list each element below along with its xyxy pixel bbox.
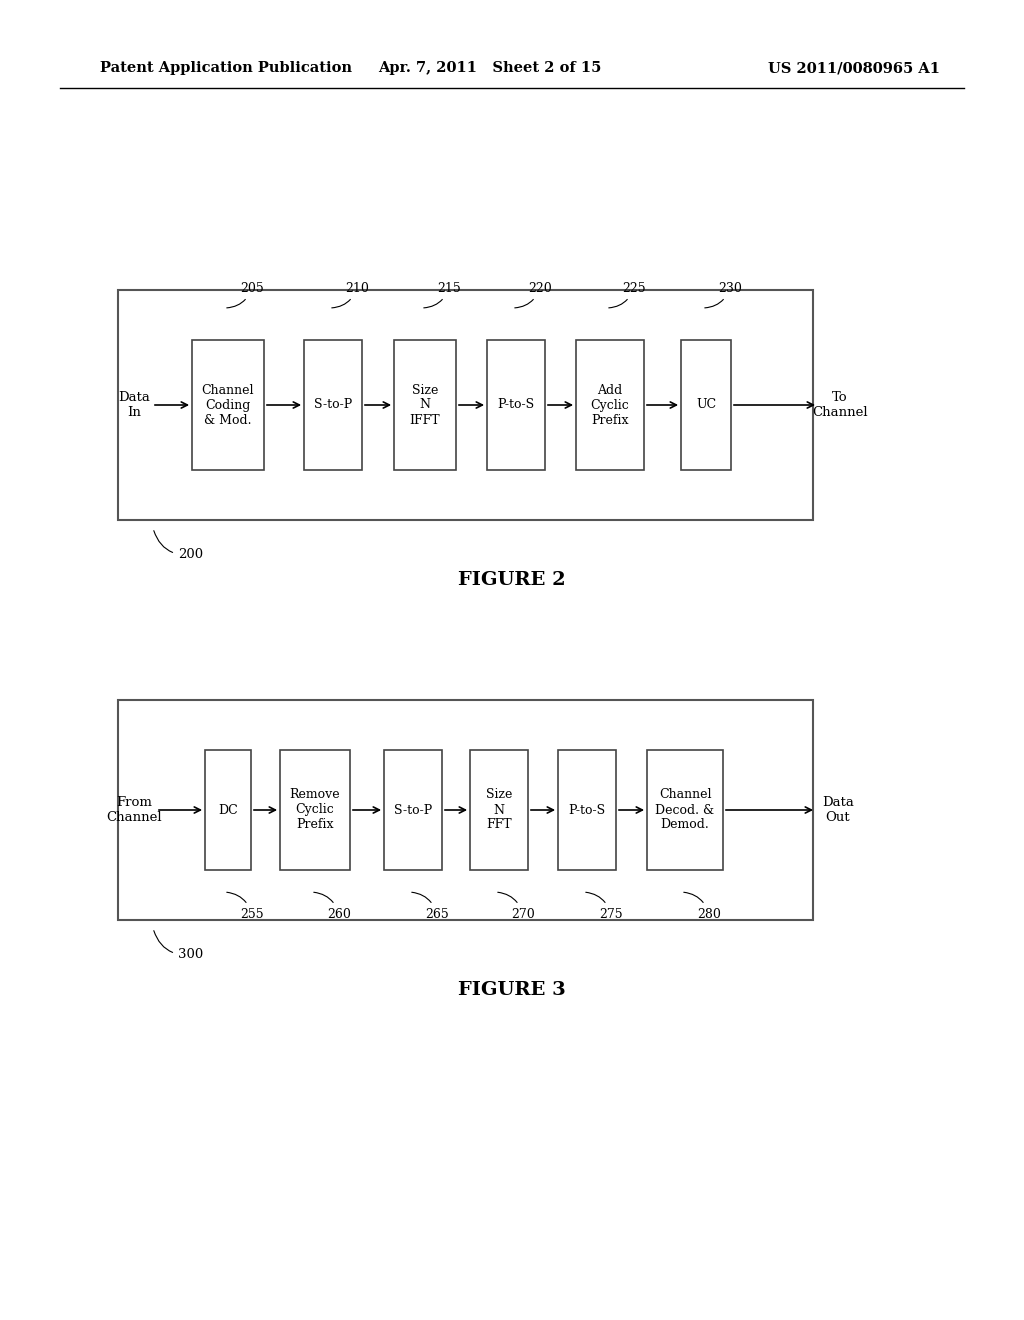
Text: 220: 220 xyxy=(515,281,552,308)
Text: S-to-P: S-to-P xyxy=(314,399,352,412)
Text: Remove
Cyclic
Prefix: Remove Cyclic Prefix xyxy=(290,788,340,832)
Text: Apr. 7, 2011   Sheet 2 of 15: Apr. 7, 2011 Sheet 2 of 15 xyxy=(378,61,602,75)
Text: 300: 300 xyxy=(154,931,203,961)
Text: FIGURE 2: FIGURE 2 xyxy=(458,572,566,589)
Text: 215: 215 xyxy=(424,281,461,308)
Bar xyxy=(575,341,644,470)
Text: 280: 280 xyxy=(684,892,721,920)
Text: P-to-S: P-to-S xyxy=(498,399,535,412)
Text: From
Channel: From Channel xyxy=(106,796,162,824)
Text: 255: 255 xyxy=(226,892,263,920)
Bar xyxy=(384,750,442,870)
Bar xyxy=(470,750,528,870)
Bar xyxy=(647,750,723,870)
Bar xyxy=(118,700,813,920)
Bar xyxy=(558,750,616,870)
Text: 265: 265 xyxy=(412,892,449,920)
Text: Channel
Decod. &
Demod.: Channel Decod. & Demod. xyxy=(655,788,715,832)
Text: 225: 225 xyxy=(609,281,645,308)
Text: S-to-P: S-to-P xyxy=(394,804,432,817)
Text: 205: 205 xyxy=(226,281,264,308)
Text: 260: 260 xyxy=(313,892,351,920)
Text: 270: 270 xyxy=(498,892,535,920)
Text: To
Channel: To Channel xyxy=(812,391,867,418)
Text: US 2011/0080965 A1: US 2011/0080965 A1 xyxy=(768,61,940,75)
Text: 230: 230 xyxy=(705,281,741,308)
Text: Patent Application Publication: Patent Application Publication xyxy=(100,61,352,75)
Text: Data
Out: Data Out xyxy=(822,796,854,824)
Text: P-to-S: P-to-S xyxy=(568,804,605,817)
Bar xyxy=(681,341,731,470)
Bar xyxy=(280,750,350,870)
Bar xyxy=(205,750,251,870)
Text: Add
Cyclic
Prefix: Add Cyclic Prefix xyxy=(591,384,630,426)
Text: 210: 210 xyxy=(332,281,369,308)
Text: Size
N
FFT: Size N FFT xyxy=(485,788,512,832)
Text: FIGURE 3: FIGURE 3 xyxy=(458,981,566,999)
Bar xyxy=(118,290,813,520)
Text: Channel
Coding
& Mod.: Channel Coding & Mod. xyxy=(202,384,254,426)
Bar xyxy=(487,341,545,470)
Text: 200: 200 xyxy=(154,531,203,561)
Bar xyxy=(394,341,456,470)
Text: UC: UC xyxy=(696,399,716,412)
Text: Size
N
IFFT: Size N IFFT xyxy=(410,384,440,426)
Text: Data
In: Data In xyxy=(118,391,150,418)
Bar xyxy=(193,341,264,470)
Bar xyxy=(304,341,362,470)
Text: DC: DC xyxy=(218,804,238,817)
Text: 275: 275 xyxy=(586,892,623,920)
